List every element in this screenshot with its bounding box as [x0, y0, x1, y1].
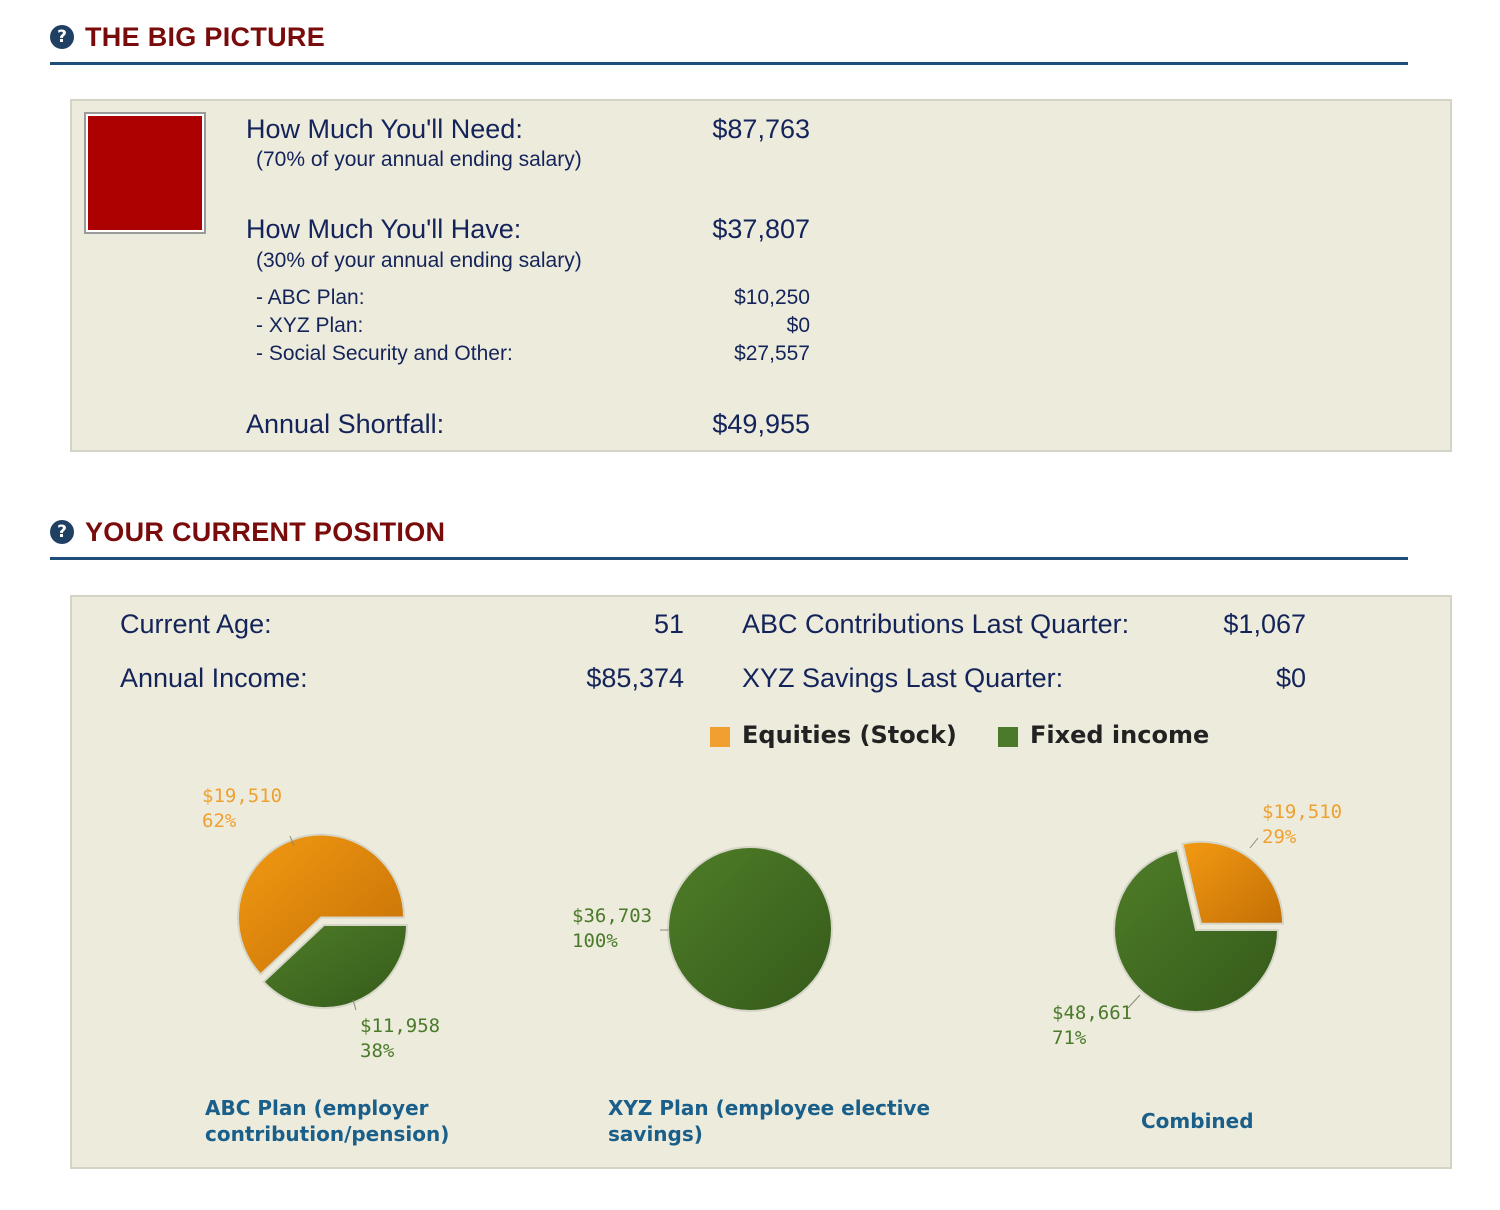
breakdown-value-abc: $10,250 — [734, 286, 810, 309]
shortfall-label: Annual Shortfall: — [246, 409, 445, 439]
pie-slice-equities-stock[interactable] — [237, 833, 406, 976]
have-value: $37,807 — [712, 214, 810, 244]
combined-equities-label: $19,510 29% — [1262, 801, 1343, 848]
breakdown-value-xyz: $0 — [786, 314, 810, 337]
xyz-plan-caption: XYZ Plan (employee elective savings) — [608, 1096, 931, 1146]
leader-line — [1249, 837, 1259, 849]
abc-contributions-label: ABC Contributions Last Quarter: — [742, 609, 1130, 639]
breakdown-label-xyz: - XYZ Plan: — [256, 314, 364, 337]
big-picture-header: ? THE BIG PICTURE — [50, 22, 1408, 65]
leader-line — [352, 999, 357, 1011]
current-position-header: ? YOUR CURRENT POSITION — [50, 517, 1408, 560]
question-circle-icon[interactable]: ? — [50, 520, 74, 544]
leader-line — [289, 835, 295, 847]
legend-label-equities[interactable]: Equities (Stock) — [742, 721, 957, 749]
current-age-value: 51 — [653, 609, 684, 639]
current-age-label: Current Age: — [120, 609, 272, 639]
status-indicator — [84, 112, 206, 234]
shortfall-value: $49,955 — [712, 409, 810, 439]
abc-equities-label: $19,510 62% — [202, 785, 283, 832]
pie-slice-fixed-income[interactable] — [667, 846, 833, 1012]
abc-fixed-income-label: $11,958 38% — [360, 1015, 441, 1062]
question-circle-icon[interactable]: ? — [50, 25, 74, 49]
need-value: $87,763 — [712, 114, 810, 144]
xyz-savings-value: $0 — [1275, 663, 1306, 693]
big-picture-title: THE BIG PICTURE — [85, 22, 326, 52]
combined-fixed-income-label: $48,661 71% — [1052, 1002, 1133, 1049]
have-label: How Much You'll Have: — [246, 214, 522, 244]
big-picture-panel: How Much You'll Need: (70% of your annua… — [70, 99, 1452, 452]
leader-line — [1127, 994, 1141, 1009]
annual-income-label: Annual Income: — [120, 663, 308, 693]
xyz-fixed-income-label: $36,703 100% — [572, 905, 653, 952]
legend-swatch-equities — [710, 727, 730, 747]
have-note: (30% of your annual ending salary) — [256, 249, 582, 272]
abc-contributions-value: $1,067 — [1223, 609, 1306, 639]
legend-swatch-fixed-income — [998, 727, 1018, 747]
abc-plan-caption: ABC Plan (employer contribution/pension) — [205, 1096, 450, 1146]
need-note: (70% of your annual ending salary) — [256, 148, 582, 171]
breakdown-label-abc: - ABC Plan: — [256, 286, 365, 309]
current-position-title: YOUR CURRENT POSITION — [85, 517, 446, 547]
pie-slice-fixed-income[interactable] — [262, 924, 409, 1009]
breakdown-value-social-security: $27,557 — [734, 342, 810, 365]
pie-slice-equities-stock[interactable] — [1181, 840, 1284, 925]
pie-slice-fixed-income[interactable] — [1113, 848, 1280, 1013]
legend-label-fixed-income[interactable]: Fixed income — [1030, 721, 1210, 749]
annual-income-value: $85,374 — [586, 663, 684, 693]
xyz-savings-label: XYZ Savings Last Quarter: — [742, 663, 1064, 693]
need-label: How Much You'll Need: — [246, 114, 523, 144]
breakdown-label-social-security: - Social Security and Other: — [256, 342, 513, 365]
combined-caption: Combined — [1141, 1109, 1254, 1133]
